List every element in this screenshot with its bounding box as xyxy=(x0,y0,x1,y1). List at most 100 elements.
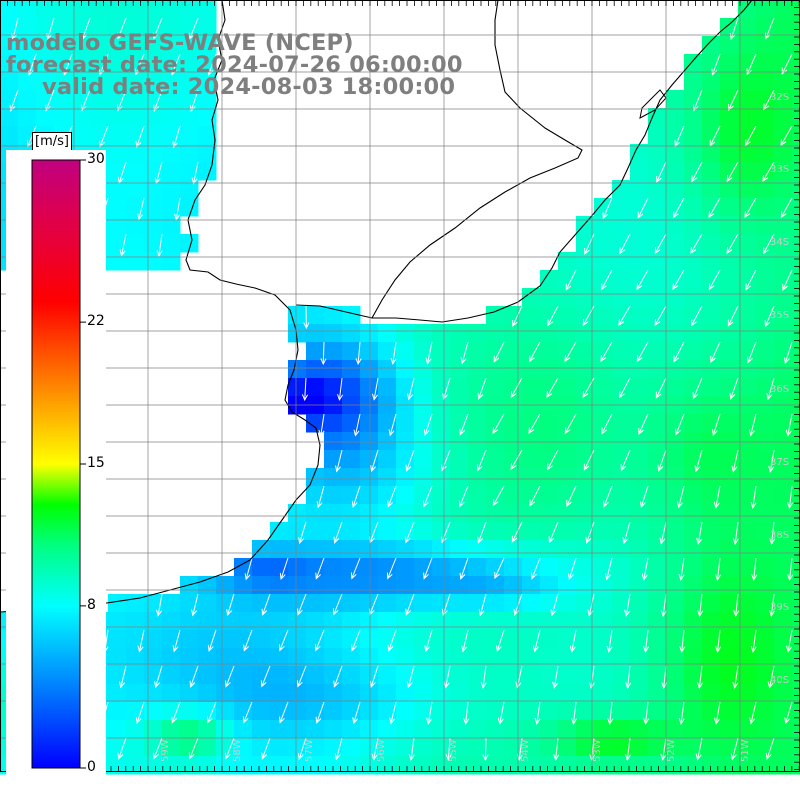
speed-cell xyxy=(252,648,271,667)
speed-cell xyxy=(612,414,631,433)
speed-cell xyxy=(594,504,613,523)
wind-arrow xyxy=(458,485,469,508)
wind-arrow xyxy=(529,485,541,507)
speed-cell xyxy=(108,234,127,253)
wind-arrow xyxy=(137,197,145,221)
wind-arrow xyxy=(353,413,361,437)
speed-cell xyxy=(234,720,253,739)
speed-cell xyxy=(414,648,433,667)
speed-cell xyxy=(774,630,793,649)
speed-cell xyxy=(612,252,631,271)
speed-cell xyxy=(144,198,163,217)
speed-cell xyxy=(270,684,289,703)
wind-arrow xyxy=(762,161,775,183)
speed-cell xyxy=(558,612,577,631)
speed-cell xyxy=(468,540,487,559)
speed-cell xyxy=(720,252,739,271)
speed-cell xyxy=(576,648,595,667)
speed-cell xyxy=(108,612,127,631)
speed-cell xyxy=(486,720,505,739)
colorbar-tick-label: 15 xyxy=(87,455,105,472)
speed-cell xyxy=(720,324,739,343)
speed-cell xyxy=(126,612,145,631)
speed-cell xyxy=(792,432,800,451)
speed-cell xyxy=(684,72,703,91)
speed-cell xyxy=(738,0,757,19)
speed-cell xyxy=(774,684,793,703)
speed-cell xyxy=(558,558,577,577)
speed-cell xyxy=(522,738,541,757)
speed-cell xyxy=(378,378,397,397)
latitude-label: 38S xyxy=(770,530,789,541)
speed-cell xyxy=(648,378,667,397)
wind-arrow xyxy=(588,665,595,689)
speed-cell xyxy=(702,630,721,649)
speed-cell xyxy=(216,702,235,721)
speed-cell xyxy=(594,612,613,631)
speed-cell xyxy=(144,234,163,253)
speed-cell xyxy=(576,252,595,271)
speed-cell xyxy=(180,594,199,613)
wind-arrow xyxy=(642,629,650,653)
speed-cell xyxy=(738,522,757,541)
speed-cell xyxy=(432,486,451,505)
speed-cell xyxy=(450,468,469,487)
speed-cell xyxy=(630,738,649,757)
speed-cell xyxy=(738,666,757,685)
speed-cell xyxy=(180,198,199,217)
speed-cell xyxy=(720,486,739,505)
speed-cell xyxy=(324,450,343,469)
speed-cell xyxy=(792,522,800,541)
speed-cell xyxy=(612,594,631,613)
speed-cell xyxy=(342,414,361,433)
speed-cell xyxy=(72,0,91,19)
speed-cell xyxy=(594,756,613,775)
speed-cell xyxy=(486,702,505,721)
speed-cell xyxy=(198,630,217,649)
wind-arrow xyxy=(585,521,595,544)
speed-cell xyxy=(504,306,523,325)
speed-cell xyxy=(306,576,325,595)
wind-arrow xyxy=(135,125,145,148)
speed-cell xyxy=(720,36,739,55)
speed-cell xyxy=(432,522,451,541)
speed-cell xyxy=(558,342,577,361)
wind-arrow xyxy=(478,593,487,617)
speed-cell xyxy=(72,90,91,109)
speed-cell xyxy=(288,630,307,649)
wind-arrow xyxy=(785,413,793,437)
speed-cell xyxy=(738,540,757,559)
speed-cell xyxy=(342,432,361,451)
speed-cell xyxy=(288,378,307,397)
wind-arrow xyxy=(787,557,794,582)
speed-cell xyxy=(648,468,667,487)
speed-cell xyxy=(702,162,721,181)
graticule xyxy=(0,0,800,772)
speed-cell xyxy=(396,594,415,613)
speed-cell xyxy=(630,432,649,451)
speed-cell xyxy=(432,342,451,361)
wind-arrow xyxy=(371,737,379,761)
speed-cell xyxy=(342,576,361,595)
speed-cell xyxy=(756,594,775,613)
speed-cell xyxy=(324,702,343,721)
speed-cell xyxy=(576,414,595,433)
speed-cell xyxy=(162,144,181,163)
speed-cell xyxy=(540,540,559,559)
speed-cell xyxy=(324,684,343,703)
speed-cell xyxy=(666,234,685,253)
wind-arrow xyxy=(744,197,757,219)
speed-cell xyxy=(306,594,325,613)
speed-cell xyxy=(666,522,685,541)
speed-cell xyxy=(792,18,800,37)
speed-cell xyxy=(90,0,109,19)
speed-cell xyxy=(648,738,667,757)
wind-arrow xyxy=(710,341,721,364)
speed-cell xyxy=(630,468,649,487)
speed-cell xyxy=(504,594,523,613)
speed-cell xyxy=(792,468,800,487)
wind-arrow xyxy=(406,665,415,689)
speed-cell xyxy=(666,720,685,739)
speed-cell xyxy=(414,504,433,523)
speed-cell xyxy=(630,414,649,433)
